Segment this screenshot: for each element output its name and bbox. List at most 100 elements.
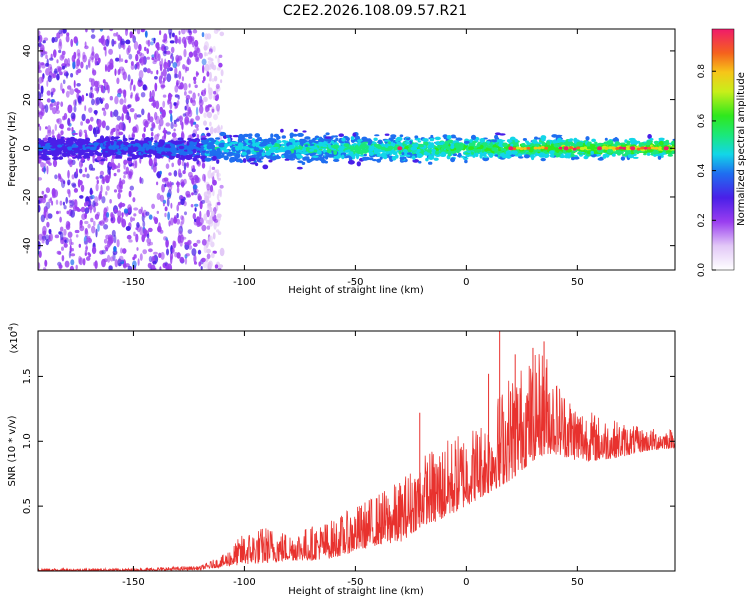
spectrogram-band-mark [426,149,432,153]
spectrogram-noise-mark [44,104,49,113]
spectrogram-band-mark [242,158,247,163]
spectrogram-noise-mark [190,97,193,104]
spectrogram-band-mark [50,151,57,156]
spectrogram-noise-mark [69,200,75,207]
spectrogram-band-mark [219,140,225,143]
spectrogram-noise-mark [181,130,184,140]
spectrogram-noise-mark [40,85,44,94]
spectrogram-frame [37,28,676,271]
spectrogram-band-mark [579,152,583,155]
spectrogram-band-mark [450,143,455,146]
spectrogram-noise-mark [201,91,204,96]
spectrogram-band-mark [52,139,57,145]
spectrogram-noise-mark [174,94,179,98]
spectrogram-band-mark [395,154,399,159]
colorbar-label: Normalized spectral amplitude [736,72,747,226]
spectrogram-noise-mark [146,233,150,239]
spectrogram-x-tick-label: -50 [347,277,363,288]
spectrogram-noise-mark [115,32,119,37]
spectrogram-band-mark [93,142,99,147]
spectrogram-noise-mark [202,76,206,82]
spectrogram-noise-mark [120,58,124,62]
spectrogram-noise-mark [191,248,197,256]
spectrogram-noise-mark [80,121,83,126]
spectrogram-noise-mark [165,239,169,248]
spectrogram-noise-mark [115,128,120,138]
spectrogram-noise-mark [44,259,47,266]
spectrogram-noise-mark [191,99,196,107]
spectrogram-band-mark [658,140,664,146]
spectrogram-noise-mark [52,107,57,115]
spectrogram-noise-mark [134,29,137,32]
spectrogram-noise-mark [60,130,64,136]
spectrogram-noise-mark [78,257,84,266]
spectrogram-band-mark [180,154,184,160]
spectrogram-noise-mark [128,190,132,198]
spectrogram-band-mark [456,148,460,154]
spectrogram-noise-mark [103,46,107,51]
spectrogram-noise-mark [181,181,185,188]
spectrogram-peak-mark [654,146,659,150]
spectrogram-noise-mark [209,63,213,68]
spectrogram-band-mark [126,157,133,162]
spectrogram-noise-mark [127,204,132,213]
spectrogram-noise-mark [133,231,136,237]
spectrogram-noise-mark [74,88,79,93]
spectrogram-noise-mark [41,239,45,244]
spectrogram-noise-mark [41,75,44,83]
spectrogram-noise-mark [183,162,187,171]
spectrogram-noise-mark [148,248,153,253]
spectrogram-noise-mark [123,97,127,104]
spectrogram-noise-mark [188,83,191,88]
spectrogram-band-mark [102,153,108,158]
spectrogram-band-mark [606,140,611,145]
spectrogram-peak-mark [586,146,591,150]
spectrogram-noise-mark [67,127,71,131]
spectrogram-noise-mark [190,37,194,45]
spectrogram-band-mark [115,145,120,149]
spectrogram-band-mark [506,139,511,143]
spectrogram-noise-mark [150,131,154,137]
spectrogram-band-mark [77,142,82,146]
spectrogram-band-mark [219,131,227,137]
spectrogram-noise-mark [85,93,88,97]
spectrogram-noise-mark [107,167,111,175]
spectrogram-band-mark [211,155,217,161]
spectrogram-noise-mark [207,104,212,108]
spectrogram-band-mark [571,156,575,161]
spectrogram-band-mark [238,135,245,140]
spectrogram-band-mark [405,137,410,141]
spectrogram-noise-mark [216,202,221,206]
spectrogram-noise-mark [159,64,163,72]
spectrogram-band-mark [645,142,651,146]
spectrogram-band-mark [262,164,269,170]
spectrogram-noise-mark [101,249,106,255]
spectrogram-band-mark [241,151,247,156]
spectrogram-noise-mark [153,37,156,44]
spectrogram-band-mark [89,146,97,151]
spectrogram-noise-mark [128,53,133,60]
spectrogram-band-mark [225,134,230,139]
spectrogram-noise-mark [154,82,158,92]
spectrogram-band-mark [646,140,653,143]
spectrogram-band-mark [612,137,619,142]
spectrogram-band-mark [86,146,91,149]
spectrogram-noise-mark [49,103,53,111]
spectrogram-band-mark [204,157,212,162]
spectrogram-noise-mark [60,231,64,241]
spectrogram-band-mark [359,144,365,149]
spectrogram-noise-mark [135,227,139,231]
spectrogram-noise-mark [202,96,208,103]
spectrogram-noise-mark [43,37,49,41]
spectrogram-noise-mark [103,110,107,117]
spectrogram-noise-mark [75,168,78,175]
spectrogram-band-mark [147,149,155,154]
spectrogram-band-mark [252,142,256,147]
snr-scale-prefix: (x10 [9,331,20,354]
spectrogram-noise-mark [169,32,172,39]
spectrogram-band-mark [215,137,221,140]
spectrogram-noise-mark [61,255,65,262]
spectrogram-noise-mark [70,38,74,48]
spectrogram-noise-mark [99,175,103,179]
spectrogram-peak-mark [551,146,556,150]
